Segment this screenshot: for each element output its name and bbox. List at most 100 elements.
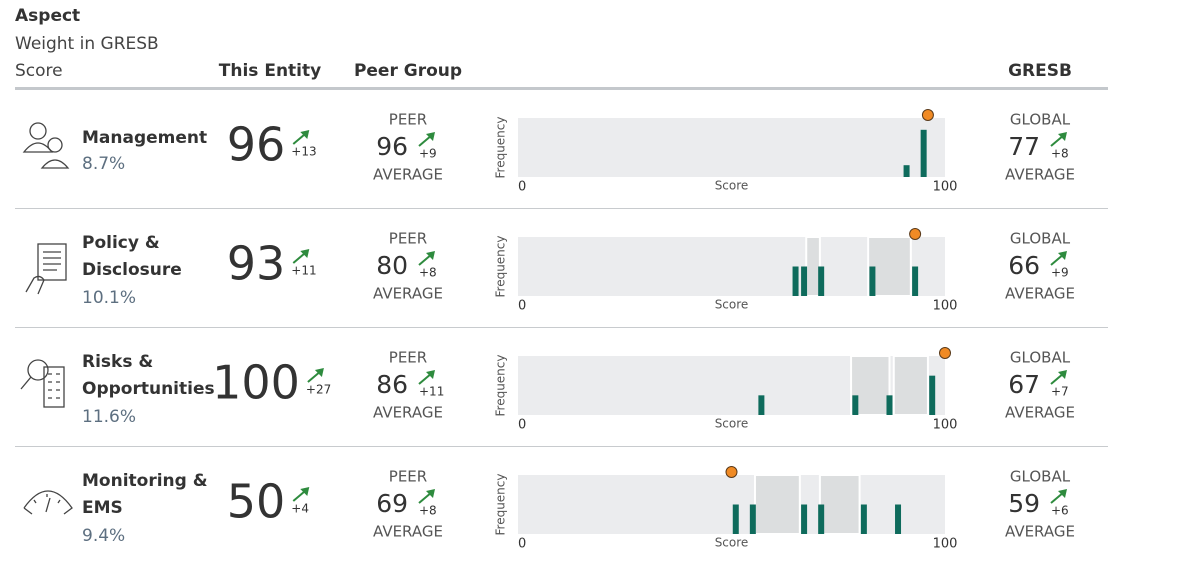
header-gresb: GRESB [1008, 61, 1072, 81]
global-score: 67 [1008, 370, 1040, 399]
peer-label: PEER [389, 468, 427, 486]
trend-arrow-head [1058, 370, 1067, 379]
histogram-bar [903, 165, 910, 177]
entity-marker [725, 466, 738, 478]
peer-change: +11 [419, 385, 444, 399]
trend-arrow-head [426, 132, 435, 141]
y-axis-label: Frequency [494, 474, 508, 536]
entity-marker [921, 109, 934, 121]
quartile-band [892, 355, 929, 416]
histogram-bar [869, 266, 876, 296]
global-label: GLOBAL [1010, 468, 1071, 486]
y-axis-label: Frequency [494, 236, 508, 298]
aspect-name: Opportunities [82, 379, 215, 399]
histogram-bar [801, 266, 808, 296]
global-change: +6 [1051, 504, 1069, 518]
trend-arrow-head [426, 251, 435, 260]
header-aspect: Aspect [15, 6, 80, 26]
entity-score: 100 [212, 356, 300, 410]
aspect-weight: 11.6% [82, 407, 136, 427]
global-score: 59 [1008, 489, 1040, 518]
entity-score: 96 [227, 118, 286, 172]
trend-arrow-head [1058, 489, 1067, 498]
aspect-weight: 10.1% [82, 288, 136, 308]
x-tick-label: 0 [518, 180, 526, 195]
icon-risks [20, 359, 65, 408]
trend-arrow-head [300, 487, 310, 496]
global-label: GLOBAL [1010, 349, 1071, 367]
icon-management [22, 122, 70, 169]
x-tick-label: 100 [933, 299, 958, 314]
x-tick-label: 0 [518, 418, 526, 433]
histogram-bar [852, 395, 859, 415]
entity-score: 50 [227, 475, 286, 529]
aspect-weight: 8.7% [82, 154, 125, 174]
peer-label: PEER [389, 230, 427, 248]
quartile-band [753, 474, 801, 535]
x-tick-label: 100 [933, 537, 958, 552]
aspect-name: Monitoring & [82, 471, 208, 491]
trend-arrow-head [314, 368, 324, 377]
histogram-bar [895, 504, 902, 534]
aspect-name: Management [82, 128, 207, 148]
x-tick-label: 100 [933, 180, 958, 195]
histogram-bar [929, 375, 936, 415]
aspect-name: Risks & [82, 352, 153, 372]
peer-label: PEER [389, 111, 427, 129]
header-weight: Weight in GRESB [15, 34, 159, 54]
histogram-bar [749, 504, 756, 534]
histogram-bar [732, 504, 739, 534]
global-change: +8 [1051, 147, 1069, 161]
quartile-band [818, 474, 861, 535]
x-axis-label: Score [715, 536, 749, 550]
header-score: Score [15, 61, 63, 81]
histogram-plot [518, 475, 945, 534]
entity-marker [939, 347, 951, 359]
aspect-name: Disclosure [82, 260, 182, 280]
x-tick-label: 0 [518, 537, 526, 552]
histogram-plot [518, 118, 945, 177]
global-sublabel: AVERAGE [1005, 404, 1075, 422]
icon-monitoring [23, 490, 73, 515]
peer-change: +8 [419, 266, 437, 280]
peer-score: 69 [376, 489, 408, 518]
icons [20, 122, 73, 515]
trend-arrow-head [1058, 132, 1067, 141]
x-tick-label: 100 [933, 418, 958, 433]
x-tick-label: 0 [518, 299, 526, 314]
histogram-bar [758, 395, 765, 415]
aspect-weight: 9.4% [82, 526, 125, 546]
peer-sublabel: AVERAGE [373, 285, 443, 303]
histogram-bar [860, 504, 867, 534]
global-score: 66 [1008, 251, 1040, 280]
histogram-bar [912, 266, 919, 296]
global-label: GLOBAL [1010, 230, 1071, 248]
global-sublabel: AVERAGE [1005, 285, 1075, 303]
peer-change: +9 [419, 147, 437, 161]
global-score: 77 [1008, 132, 1040, 161]
entity-change: +11 [291, 264, 316, 278]
global-label: GLOBAL [1010, 111, 1071, 129]
icon-policy [25, 243, 67, 295]
entity-change: +4 [291, 502, 309, 516]
header-rule [15, 87, 1108, 90]
y-axis-label: Frequency [494, 355, 508, 417]
global-sublabel: AVERAGE [1005, 166, 1075, 184]
peer-score: 80 [376, 251, 408, 280]
peer-sublabel: AVERAGE [373, 404, 443, 422]
histogram-bar [818, 504, 825, 534]
peer-change: +8 [419, 504, 437, 518]
quartile-band [805, 236, 821, 297]
header-entity: This Entity [219, 61, 321, 81]
aspect-name: Policy & [82, 233, 160, 253]
histogram-bar [920, 129, 927, 177]
x-axis-label: Score [715, 179, 749, 193]
entity-marker [909, 228, 922, 240]
trend-arrow-head [1058, 251, 1067, 260]
histogram-bar [801, 504, 808, 534]
histogram-bar [792, 266, 799, 296]
peer-sublabel: AVERAGE [373, 523, 443, 541]
trend-arrow-head [300, 249, 310, 258]
histogram-bar [818, 266, 825, 296]
